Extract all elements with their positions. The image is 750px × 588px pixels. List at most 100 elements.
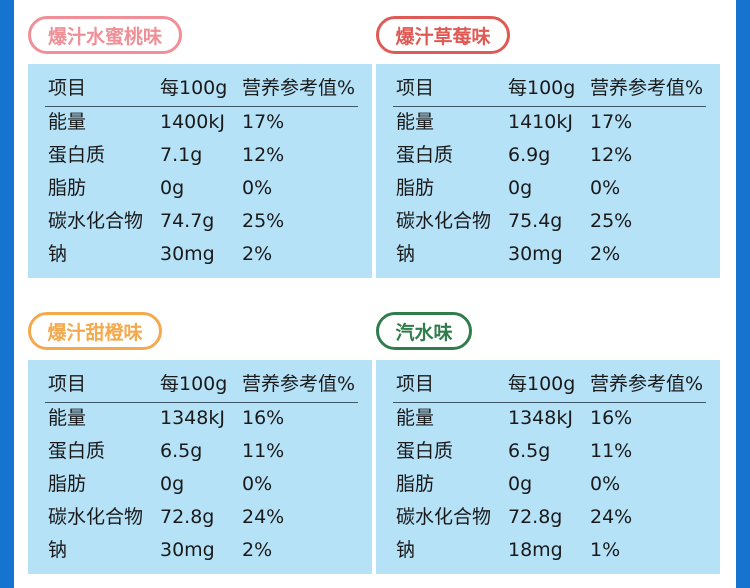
flavor-title: 爆汁草莓味 — [376, 16, 510, 54]
row-label: 能量 — [396, 407, 435, 429]
nrv-value: 1% — [590, 539, 621, 561]
table-row: 脂肪 0g 0% — [28, 172, 372, 205]
row-label: 蛋白质 — [396, 440, 454, 462]
flavor-name: 爆汁草莓味 — [395, 25, 491, 48]
nrv-value: 16% — [242, 407, 285, 429]
per100g-value: 1410kJ — [508, 111, 573, 133]
nrv-value: 24% — [590, 506, 633, 528]
row-label: 蛋白质 — [396, 144, 454, 166]
per100g-value: 0g — [160, 177, 185, 199]
nrv-value: 17% — [242, 111, 285, 133]
nrv-value: 25% — [242, 210, 285, 232]
table-row: 能量 1348kJ 16% — [376, 402, 720, 435]
nrv-value: 2% — [242, 243, 273, 265]
header-nrv: 营养参考值% — [242, 373, 356, 395]
table-row: 脂肪 0g 0% — [376, 468, 720, 501]
row-label: 碳水化合物 — [396, 506, 492, 528]
table-row: 碳水化合物 75.4g 25% — [376, 205, 720, 238]
row-label: 碳水化合物 — [48, 210, 144, 232]
row-label: 能量 — [48, 111, 87, 133]
row-label: 脂肪 — [396, 473, 435, 495]
nrv-value: 24% — [242, 506, 285, 528]
flavor-title: 爆汁水蜜桃味 — [28, 16, 182, 54]
nutrition-table: 项目 每100g 营养参考值% 能量 1410kJ 17% 蛋白质 6.9g 1… — [376, 64, 720, 278]
row-label: 能量 — [48, 407, 87, 429]
table-row: 脂肪 0g 0% — [376, 172, 720, 205]
header-item: 项目 — [48, 77, 87, 99]
nrv-value: 0% — [242, 177, 273, 199]
per100g-value: 0g — [508, 177, 533, 199]
per100g-value: 30mg — [508, 243, 563, 265]
row-label: 钠 — [396, 243, 416, 265]
row-label: 碳水化合物 — [396, 210, 492, 232]
flavor-name: 爆汁甜橙味 — [47, 321, 143, 344]
table-row: 钠 30mg 2% — [28, 238, 372, 271]
table-header-row: 项目 每100g 营养参考值% — [376, 368, 720, 401]
per100g-value: 1348kJ — [508, 407, 573, 429]
row-label: 蛋白质 — [48, 440, 106, 462]
nutrition-table: 项目 每100g 营养参考值% 能量 1348kJ 16% 蛋白质 6.5g 1… — [28, 360, 372, 574]
row-label: 钠 — [48, 539, 68, 561]
divider — [45, 402, 358, 403]
nrv-value: 0% — [590, 177, 621, 199]
header-per100g: 每100g — [508, 373, 576, 395]
per100g-value: 75.4g — [508, 210, 563, 232]
flavor-title: 爆汁甜橙味 — [28, 312, 162, 350]
table-row: 碳水化合物 72.8g 24% — [376, 501, 720, 534]
per100g-value: 72.8g — [160, 506, 215, 528]
per100g-value: 72.8g — [508, 506, 563, 528]
nrv-value: 2% — [242, 539, 273, 561]
flavor-name: 汽水味 — [395, 321, 453, 344]
table-row: 蛋白质 6.5g 11% — [28, 435, 372, 468]
per100g-value: 30mg — [160, 243, 215, 265]
header-per100g: 每100g — [160, 373, 228, 395]
table-row: 钠 18mg 1% — [376, 534, 720, 567]
nutrition-table: 项目 每100g 营养参考值% 能量 1348kJ 16% 蛋白质 6.5g 1… — [376, 360, 720, 574]
row-label: 钠 — [48, 243, 68, 265]
nrv-value: 2% — [590, 243, 621, 265]
nrv-value: 25% — [590, 210, 633, 232]
table-row: 蛋白质 7.1g 12% — [28, 139, 372, 172]
nrv-value: 0% — [242, 473, 273, 495]
nrv-value: 16% — [590, 407, 633, 429]
header-per100g: 每100g — [160, 77, 228, 99]
table-row: 蛋白质 6.5g 11% — [376, 435, 720, 468]
per100g-value: 18mg — [508, 539, 563, 561]
divider — [45, 106, 358, 107]
nrv-value: 12% — [590, 144, 633, 166]
per100g-value: 6.9g — [508, 144, 551, 166]
table-row: 脂肪 0g 0% — [28, 468, 372, 501]
table-row: 碳水化合物 74.7g 25% — [28, 205, 372, 238]
header-nrv: 营养参考值% — [590, 373, 704, 395]
nrv-value: 12% — [242, 144, 285, 166]
table-row: 钠 30mg 2% — [376, 238, 720, 271]
per100g-value: 74.7g — [160, 210, 215, 232]
header-nrv: 营养参考值% — [242, 77, 356, 99]
per100g-value: 6.5g — [160, 440, 203, 462]
per100g-value: 0g — [508, 473, 533, 495]
nrv-value: 17% — [590, 111, 633, 133]
table-row: 能量 1410kJ 17% — [376, 106, 720, 139]
nutrition-table: 项目 每100g 营养参考值% 能量 1400kJ 17% 蛋白质 7.1g 1… — [28, 64, 372, 278]
per100g-value: 6.5g — [508, 440, 551, 462]
table-header-row: 项目 每100g 营养参考值% — [28, 72, 372, 105]
table-row: 钠 30mg 2% — [28, 534, 372, 567]
per100g-value: 0g — [160, 473, 185, 495]
nrv-value: 11% — [590, 440, 633, 462]
divider — [393, 106, 706, 107]
row-label: 脂肪 — [48, 177, 87, 199]
table-row: 蛋白质 6.9g 12% — [376, 139, 720, 172]
table-row: 碳水化合物 72.8g 24% — [28, 501, 372, 534]
per100g-value: 30mg — [160, 539, 215, 561]
nrv-value: 0% — [590, 473, 621, 495]
divider — [393, 402, 706, 403]
header-per100g: 每100g — [508, 77, 576, 99]
row-label: 能量 — [396, 111, 435, 133]
table-header-row: 项目 每100g 营养参考值% — [376, 72, 720, 105]
table-header-row: 项目 每100g 营养参考值% — [28, 368, 372, 401]
row-label: 碳水化合物 — [48, 506, 144, 528]
header-item: 项目 — [396, 373, 435, 395]
per100g-value: 1348kJ — [160, 407, 225, 429]
table-row: 能量 1348kJ 16% — [28, 402, 372, 435]
row-label: 脂肪 — [48, 473, 87, 495]
